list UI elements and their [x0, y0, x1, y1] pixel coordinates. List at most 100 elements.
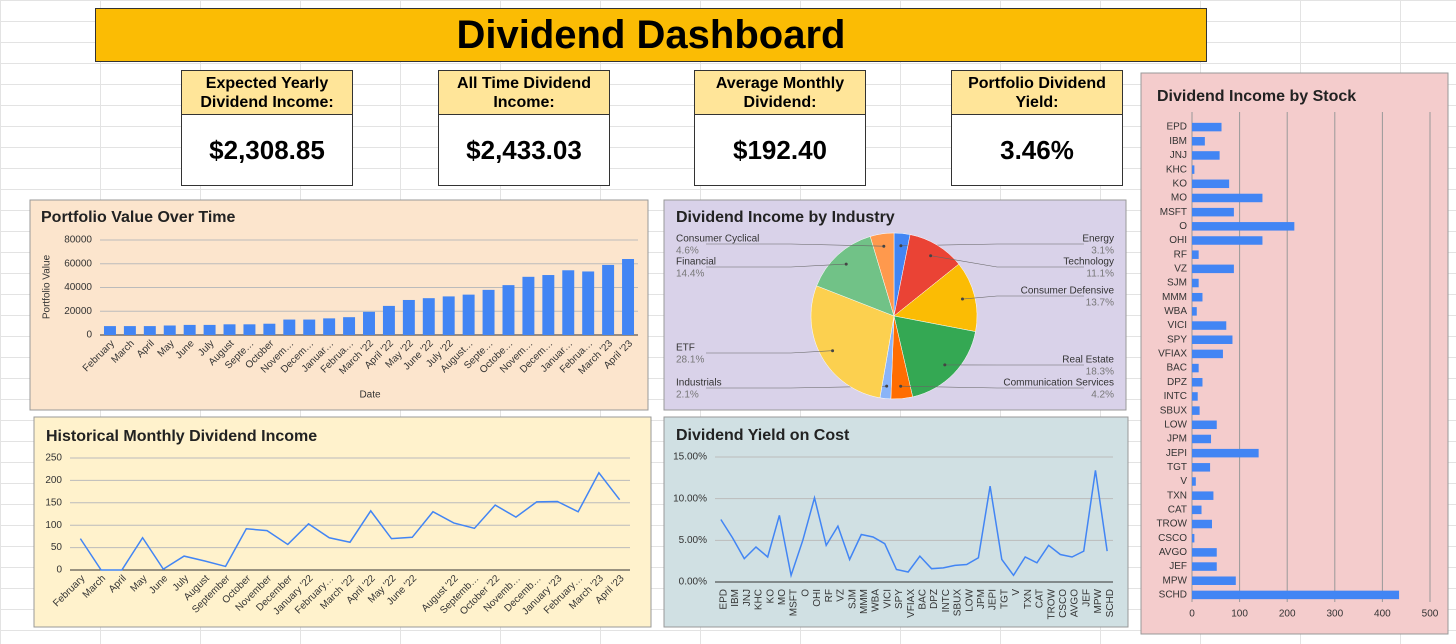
bar — [1192, 491, 1214, 500]
bar — [1192, 548, 1217, 557]
bar — [163, 325, 176, 335]
chart-title: Historical Monthly Dividend Income — [46, 428, 317, 445]
y-tick-label: SJM — [1167, 278, 1187, 289]
y-tick-label: MPW — [1163, 575, 1188, 586]
y-tick-label: TXN — [1167, 490, 1187, 501]
bar — [402, 299, 415, 335]
y-tick-label: 80000 — [64, 235, 92, 246]
y-tick-label: SBUX — [1160, 405, 1188, 416]
x-tick-label: DPZ — [929, 589, 940, 609]
x-tick-label: JEPI — [988, 589, 999, 610]
slice-label: ETF — [676, 343, 695, 354]
x-tick-label: KHC — [754, 589, 765, 610]
x-tick-label: V — [1011, 589, 1022, 596]
slice-label: Consumer Cyclical — [676, 234, 759, 245]
x-tick-label: WBA — [871, 589, 882, 612]
y-tick-label: INTC — [1164, 391, 1187, 402]
x-tick-label: INTC — [941, 589, 952, 612]
y-tick-label: RF — [1174, 249, 1187, 260]
y-tick-label: SCHD — [1159, 590, 1187, 601]
kpi-card: Portfolio Dividend Yield: 3.46% — [951, 70, 1123, 186]
bar — [482, 289, 495, 335]
slice-value: 4.2% — [1091, 390, 1114, 401]
leader-dot — [899, 384, 903, 388]
y-tick-label: LOW — [1164, 419, 1187, 430]
bar — [1192, 165, 1195, 174]
y-axis-label: Portfolio Value — [42, 254, 53, 319]
slice-label: Financial — [676, 257, 716, 268]
bar — [1192, 179, 1230, 189]
bar — [1192, 321, 1227, 330]
bar — [562, 270, 575, 335]
chart-title: Dividend Income by Stock — [1157, 88, 1356, 105]
y-tick-label: MO — [1171, 193, 1187, 204]
x-tick-label: SJM — [847, 589, 858, 609]
x-tick-label: TXN — [1023, 589, 1034, 609]
x-tick-label: 400 — [1374, 609, 1391, 620]
bar — [1192, 193, 1263, 203]
x-tick-label: VZ — [836, 589, 847, 602]
y-tick-label: CAT — [1168, 504, 1187, 515]
bar — [442, 296, 455, 335]
line — [720, 470, 1108, 579]
slice-value: 2.1% — [676, 390, 699, 401]
x-tick-label: SPY — [894, 589, 905, 609]
x-tick-label: AVGO — [1070, 589, 1081, 617]
kpi-value: 3.46% — [952, 115, 1122, 185]
slice-value: 4.6% — [676, 246, 699, 257]
y-tick-label: TGT — [1167, 462, 1187, 473]
y-tick-label: VICI — [1168, 320, 1187, 331]
y-tick-label: 0 — [56, 565, 62, 576]
y-tick-label: JEPI — [1166, 448, 1187, 459]
slice-value: 11.1% — [1086, 269, 1114, 280]
panel — [29, 199, 649, 411]
bar — [1192, 392, 1198, 401]
bar — [422, 298, 435, 335]
x-tick-label: 200 — [1279, 609, 1296, 620]
bar — [1192, 477, 1196, 486]
y-tick-label: IBM — [1169, 136, 1187, 147]
x-tick-label: 0 — [1189, 609, 1195, 620]
leader-line — [930, 255, 1084, 268]
x-tick-label: CSCO — [1058, 589, 1069, 618]
x-tick-label: CAT — [1035, 589, 1046, 608]
bar — [1192, 576, 1236, 585]
bar — [263, 323, 276, 335]
pie-slice — [810, 285, 895, 399]
slice-value: 14.4% — [676, 269, 704, 280]
bar — [1192, 335, 1233, 344]
bar — [103, 326, 116, 335]
x-tick-label: EPD — [718, 589, 729, 610]
x-tick-label: TROW — [1046, 588, 1057, 619]
x-tick-label: KO — [765, 589, 776, 604]
bar — [1192, 562, 1217, 571]
bar — [1192, 122, 1222, 132]
panel — [663, 416, 1129, 628]
leader-dot — [943, 363, 947, 367]
kpi-label: Average Monthly Dividend: — [695, 71, 865, 115]
bar — [223, 324, 236, 335]
slice-label: Industrials — [676, 378, 722, 389]
x-tick-label: MO — [777, 589, 788, 605]
bar — [602, 264, 615, 335]
pie-slice — [816, 236, 895, 317]
bar — [1192, 463, 1211, 472]
bar — [622, 259, 635, 335]
x-tick-label: 300 — [1326, 609, 1343, 620]
bar — [1192, 505, 1202, 515]
y-tick-label: DPZ — [1167, 377, 1187, 388]
y-tick-label: 5.00% — [679, 535, 707, 546]
y-tick-label: MMM — [1162, 292, 1187, 303]
x-tick-label: LOW — [964, 588, 975, 611]
y-tick-label: JNJ — [1170, 150, 1187, 161]
bar — [323, 318, 336, 335]
x-tick-label: OHI — [812, 589, 823, 607]
x-axis-label: Date — [359, 390, 381, 401]
kpi-value: $2,433.03 — [439, 115, 609, 185]
leader-line — [900, 385, 1084, 389]
bar — [1192, 151, 1220, 160]
slice-value: 18.3% — [1086, 367, 1114, 378]
leader-line — [706, 243, 884, 247]
